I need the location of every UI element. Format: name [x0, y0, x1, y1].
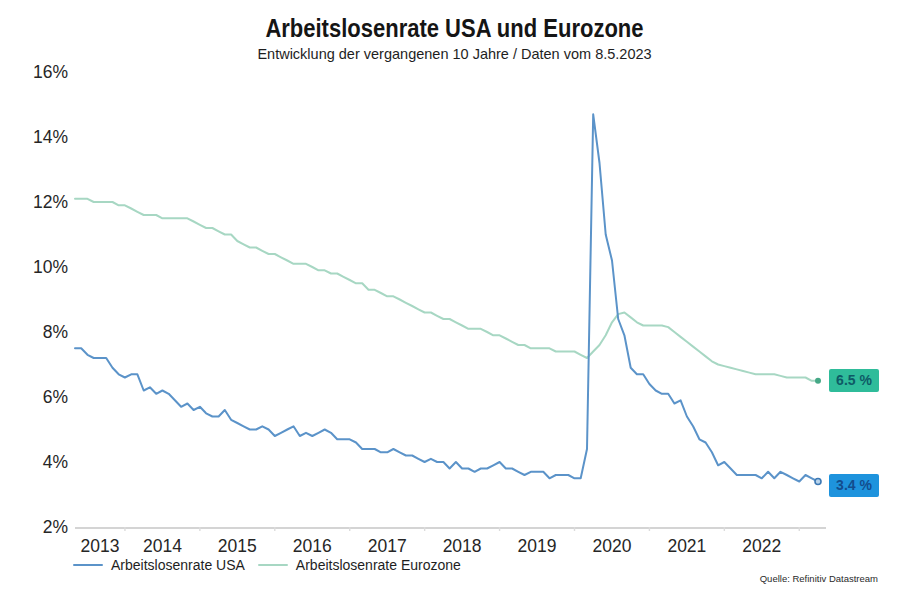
x-tick-label: 2016: [293, 536, 332, 557]
y-tick-label: 6%: [8, 387, 68, 408]
x-tick-label: 2021: [667, 536, 706, 557]
legend-label-eurozone: Arbeitslosenrate Eurozone: [296, 557, 461, 573]
line-usa: [75, 114, 818, 481]
x-tick-label: 2015: [218, 536, 257, 557]
y-tick-label: 12%: [8, 192, 68, 213]
source-note: Quelle: Refinitiv Datastream: [760, 573, 878, 584]
y-tick-label: 16%: [8, 62, 68, 83]
y-tick-label: 4%: [8, 452, 68, 473]
legend-line-eurozone-icon: [258, 564, 288, 567]
line-eurozone: [75, 199, 818, 381]
x-tick-label: 2022: [742, 536, 781, 557]
end-dot-eurozone: [815, 378, 821, 384]
x-tick-label: 2017: [368, 536, 407, 557]
end-dot-usa: [815, 479, 821, 485]
x-tick-label: 2019: [518, 536, 557, 557]
y-tick-label: 10%: [8, 257, 68, 278]
legend-line-usa-icon: [73, 564, 103, 567]
x-tick-label: 2013: [81, 536, 120, 557]
y-tick-label: 8%: [8, 322, 68, 343]
end-label-usa: 3.4 %: [829, 474, 879, 497]
end-label-eurozone: 6.5 %: [829, 369, 879, 392]
x-tick-label: 2014: [143, 536, 182, 557]
plot-area: [0, 0, 909, 601]
x-tick-label: 2018: [443, 536, 482, 557]
legend-label-usa: Arbeitslosenrate USA: [111, 557, 245, 573]
y-tick-label: 2%: [8, 517, 68, 538]
y-tick-label: 14%: [8, 127, 68, 148]
x-tick-label: 2020: [592, 536, 631, 557]
legend: Arbeitslosenrate USA Arbeitslosenrate Eu…: [73, 557, 461, 573]
